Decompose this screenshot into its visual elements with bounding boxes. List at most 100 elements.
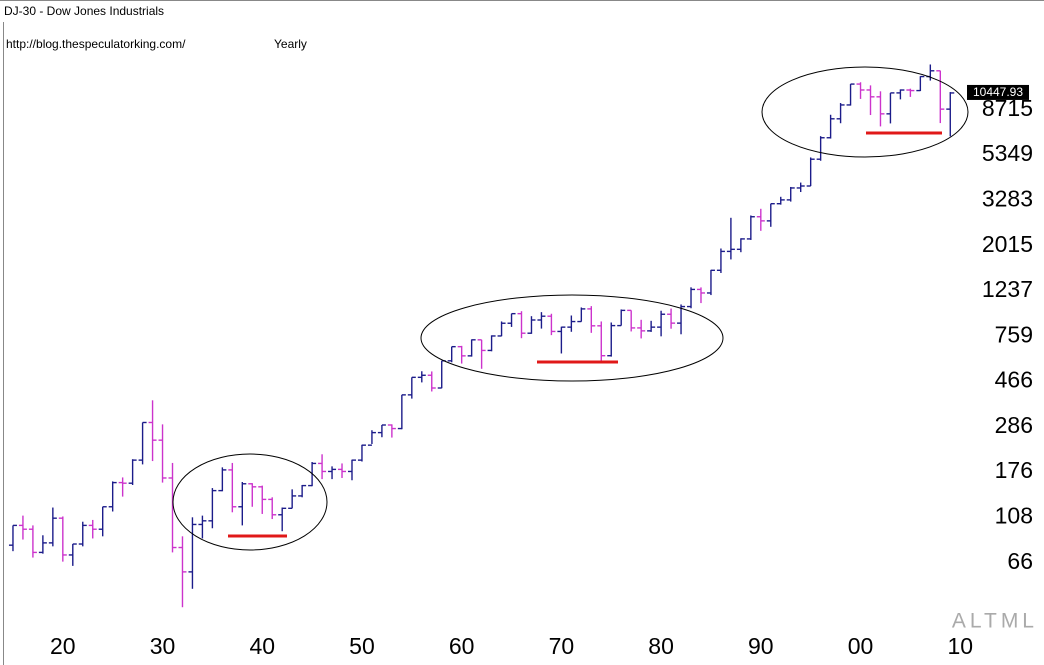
ohlc-bar (537, 312, 546, 329)
x-tick-label: 70 (549, 633, 575, 659)
ohlc-bar (886, 92, 895, 124)
ohlc-bar (108, 481, 117, 512)
ohlc-bar (806, 157, 815, 187)
x-tick-label: 50 (349, 633, 375, 659)
ohlc-bar (667, 308, 676, 329)
ohlc-bar (168, 462, 177, 553)
ohlc-bar (148, 400, 157, 462)
annotations (172, 66, 969, 551)
ohlc-bar (517, 311, 526, 339)
ohlc-bar (687, 287, 696, 309)
ohlc-bar (647, 320, 656, 332)
ohlc-bar (387, 424, 396, 438)
ohlc-bar (178, 536, 187, 608)
ohlc-bar (597, 321, 606, 362)
ohlc-bar (607, 322, 616, 357)
ohlc-bar (218, 467, 227, 492)
ohlc-bar (298, 484, 307, 498)
ohlc-bar (756, 208, 765, 231)
ohlc-bar (677, 304, 686, 335)
ohlc-bar (627, 309, 636, 332)
ohlc-bar (796, 182, 805, 193)
x-tick-label: 10 (947, 633, 973, 659)
ohlc-bar (497, 321, 506, 337)
y-tick-label: 466 (995, 367, 1033, 393)
chart-title: DJ-30 - Dow Jones Industrials (4, 4, 164, 18)
ohlc-bar (347, 459, 356, 481)
ohlc-bar (946, 92, 955, 137)
ohlc-bar (18, 515, 27, 540)
ohlc-bar (48, 507, 57, 547)
y-tick-label: 1237 (982, 276, 1033, 302)
ohlc-bar (328, 466, 337, 480)
ohlc-bar (98, 506, 107, 537)
ohlc-bar (706, 269, 715, 296)
x-axis: 20 30 40 50 60 70 80 90 00 10 (50, 628, 973, 659)
ellipse-2000s (761, 66, 969, 158)
ohlc-bar (856, 82, 865, 99)
ohlc-bar (866, 85, 875, 116)
ohlc-bar (726, 217, 735, 260)
ohlc-bar (467, 339, 476, 357)
ohlc-bar (58, 516, 67, 562)
ohlc-bar (657, 310, 666, 337)
ohlc-bar (477, 339, 486, 369)
ohlc-bar (816, 136, 825, 161)
x-tick-label: 20 (50, 633, 76, 659)
ohlc-bar (198, 515, 207, 539)
ohlc-bar (617, 309, 626, 327)
x-tick-label: 80 (648, 633, 674, 659)
ohlc-bar (427, 371, 436, 392)
ohlc-bar (746, 215, 755, 240)
ohlc-bar (338, 463, 347, 478)
ohlc-bar (128, 459, 137, 485)
ohlc-bar (577, 307, 586, 323)
ohlc-bar (936, 70, 945, 124)
ohlc-bar (377, 424, 386, 438)
source-url: http://blog.thespeculatorking.com/ (6, 37, 186, 51)
x-tick-label: 60 (449, 633, 475, 659)
y-tick-label: 759 (995, 321, 1033, 347)
ohlc-bar (318, 454, 327, 480)
y-tick-label: 176 (995, 457, 1033, 483)
ohlc-bar (258, 485, 267, 514)
ohlc-bar (118, 477, 127, 497)
ohlc-bar (68, 543, 77, 566)
ohlc-bar (78, 521, 87, 547)
period-label: Yearly (274, 37, 307, 51)
ohlc-bar (417, 371, 426, 383)
x-tick-label: 40 (249, 633, 275, 659)
ohlc-bar (457, 345, 466, 364)
ohlc-bar (138, 421, 147, 465)
ohlc-bar (736, 238, 745, 253)
x-tick-label: 00 (848, 633, 874, 659)
x-tick-label: 90 (748, 633, 774, 659)
ohlc-bar (776, 196, 785, 205)
ohlc-bar (238, 482, 247, 526)
ohlc-bar (696, 287, 705, 304)
ohlc-bar (547, 313, 556, 336)
ohlc-bar (367, 430, 376, 446)
ohlc-bar (487, 335, 496, 352)
last-price-box (967, 84, 1029, 100)
ohlc-bar (208, 488, 217, 529)
y-tick-label: 3283 (982, 185, 1033, 211)
ohlc-bar (447, 345, 456, 363)
ohlc-bar (8, 524, 17, 552)
ohlc-bar (407, 376, 416, 399)
y-tick-label: 5349 (982, 140, 1033, 166)
ohlc-bar (836, 103, 845, 124)
y-tick-label: 286 (995, 412, 1033, 438)
ohlc-bar (288, 489, 297, 510)
ohlc-bar (786, 186, 795, 202)
last-price-label: 10447.93 (973, 85, 1023, 99)
ohlc-bar (248, 483, 257, 507)
ohlc-bar (567, 315, 576, 332)
ohlc-bar (716, 248, 725, 273)
ohlc-bar (766, 203, 775, 227)
ohlc-bar (397, 394, 406, 430)
ohlc-bar (906, 88, 915, 97)
